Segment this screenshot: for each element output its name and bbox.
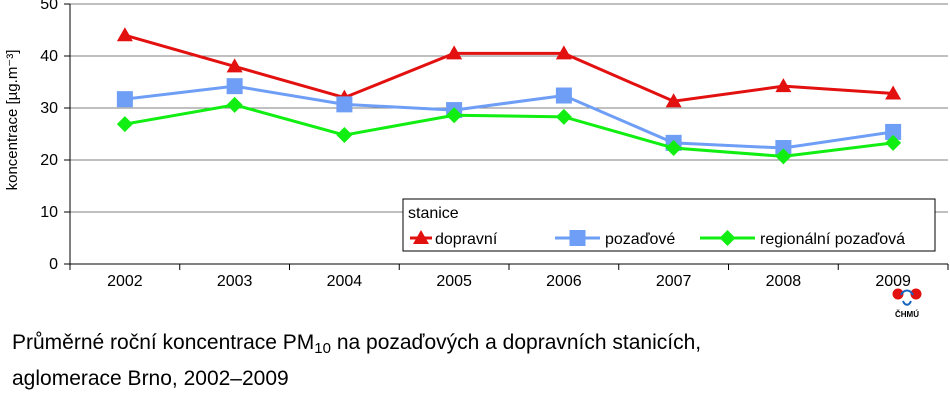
line-chart: 0 10 20 30 40 50 2002 2003 2004 2005 2006 2007 2008… <box>4 0 949 290</box>
x-tick-label: 2002 <box>107 273 143 290</box>
data-point <box>885 123 902 140</box>
series-1 <box>116 78 902 157</box>
data-point <box>116 116 133 133</box>
data-point <box>665 93 682 108</box>
data-point <box>226 58 243 73</box>
series-0 <box>116 27 902 108</box>
data-point <box>446 45 463 60</box>
data-point <box>226 78 243 95</box>
data-point <box>336 96 353 113</box>
series-line <box>124 33 894 103</box>
y-tick-label: 10 <box>40 204 58 221</box>
legend-title: stanice <box>408 205 459 222</box>
y-tick-label: 30 <box>40 100 58 117</box>
legend-label: regionální pozaďová <box>760 231 905 248</box>
data-point <box>116 27 133 42</box>
caption-text-post: na pozaďových a dopravních stanicích, <box>330 331 702 354</box>
chart-series <box>116 27 902 165</box>
legend-item: dopravní <box>410 230 498 248</box>
logo-wave <box>900 289 914 296</box>
legend-label: pozaďové <box>605 231 675 248</box>
data-point <box>555 108 572 125</box>
legend-marker <box>413 230 429 244</box>
series-line <box>124 84 894 150</box>
logo-dot-right <box>910 288 922 300</box>
x-tick-label: 2005 <box>436 273 472 290</box>
series-2 <box>116 96 902 165</box>
caption-line-1: Průměrné roční koncentrace PM10 na pozaď… <box>12 328 701 364</box>
data-point <box>336 127 353 144</box>
chart-caption: Průměrné roční koncentrace PM10 na pozaď… <box>12 328 701 394</box>
logo-wave-lower <box>902 300 912 306</box>
x-tick-label: 2004 <box>327 273 363 290</box>
gridlines <box>70 3 948 213</box>
data-point <box>775 78 792 93</box>
data-point <box>665 140 682 157</box>
x-tick-label: 2007 <box>656 273 692 290</box>
data-point <box>446 107 463 124</box>
x-axis-ticks: 2002 2003 2004 2005 2006 2007 2008 2009 <box>69 264 949 290</box>
y-tick-label: 40 <box>40 48 58 65</box>
data-point <box>775 148 792 165</box>
x-tick-label: 2006 <box>546 273 582 290</box>
caption-subscript: 10 <box>314 340 331 357</box>
x-tick-label: 2008 <box>766 273 802 290</box>
y-axis-label: koncentrace [µg.m⁻³] <box>4 50 21 191</box>
data-point <box>555 87 572 104</box>
data-point <box>555 45 572 60</box>
y-tick-label: 0 <box>49 256 58 273</box>
legend: stanice dopravní pozaďové regionální pozaď… <box>402 198 936 252</box>
caption-line-2: aglomerace Brno, 2002–2009 <box>12 367 289 390</box>
data-point <box>885 85 902 100</box>
x-tick-label: 2003 <box>217 273 253 290</box>
data-point <box>116 91 133 108</box>
data-point <box>885 134 902 151</box>
legend-box <box>402 198 936 252</box>
legend-item: regionální pozaďová <box>700 230 905 248</box>
data-point <box>775 140 792 157</box>
data-point <box>226 96 243 113</box>
logo-dot-left <box>892 288 904 300</box>
y-axis-ticks: 0 10 20 30 40 50 <box>40 0 70 273</box>
legend-label: dopravní <box>435 231 498 248</box>
legend-item: pozaďové <box>555 230 675 248</box>
chmu-logo-icon <box>892 288 922 306</box>
legend-marker <box>719 230 736 246</box>
logo-text: ČHMÚ <box>895 310 919 319</box>
y-tick-label: 20 <box>40 152 58 169</box>
x-tick-label: 2009 <box>875 273 911 290</box>
caption-text-pre: Průměrné roční koncentrace PM <box>12 331 315 354</box>
y-tick-label: 50 <box>40 0 58 13</box>
legend-marker <box>569 230 586 246</box>
series-line <box>124 103 894 158</box>
chmu-logo: ČHMÚ <box>889 287 939 323</box>
